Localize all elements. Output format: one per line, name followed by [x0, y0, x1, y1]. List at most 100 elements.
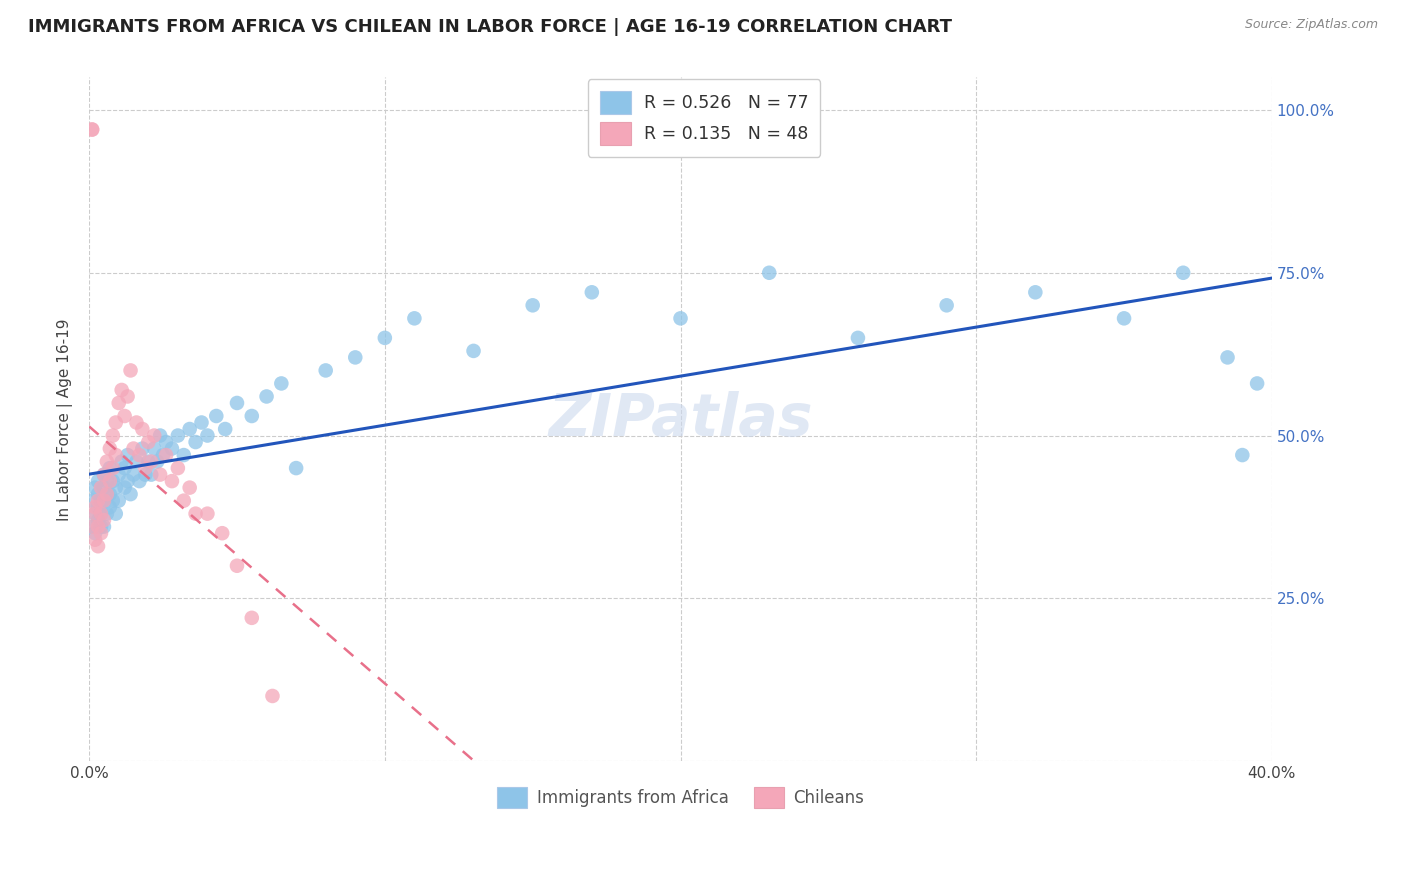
- Point: [344, 351, 367, 365]
- Point: [87, 519, 110, 533]
- Point: [134, 461, 156, 475]
- Point: [96, 507, 118, 521]
- Point: [136, 454, 159, 468]
- Point: [107, 467, 129, 482]
- Point: [93, 481, 115, 495]
- Point: [93, 493, 115, 508]
- Point: [173, 448, 195, 462]
- Point: [205, 409, 228, 423]
- Point: [111, 454, 134, 468]
- Point: [184, 435, 207, 450]
- Point: [82, 493, 104, 508]
- Point: [104, 448, 127, 462]
- Point: [87, 539, 110, 553]
- Point: [270, 376, 292, 391]
- Point: [173, 493, 195, 508]
- Text: IMMIGRANTS FROM AFRICA VS CHILEAN IN LABOR FORCE | AGE 16-19 CORRELATION CHART: IMMIGRANTS FROM AFRICA VS CHILEAN IN LAB…: [28, 18, 952, 36]
- Point: [184, 507, 207, 521]
- Point: [374, 331, 396, 345]
- Point: [179, 422, 201, 436]
- Point: [1246, 376, 1268, 391]
- Point: [117, 389, 139, 403]
- Point: [98, 442, 121, 456]
- Point: [581, 285, 603, 300]
- Point: [226, 558, 249, 573]
- Point: [190, 416, 212, 430]
- Point: [104, 481, 127, 495]
- Point: [84, 500, 107, 515]
- Point: [143, 428, 166, 442]
- Point: [82, 122, 104, 136]
- Point: [117, 448, 139, 462]
- Point: [96, 474, 118, 488]
- Point: [90, 507, 112, 521]
- Point: [226, 396, 249, 410]
- Point: [87, 500, 110, 515]
- Point: [120, 487, 142, 501]
- Point: [160, 474, 183, 488]
- Point: [96, 487, 118, 501]
- Point: [84, 507, 107, 521]
- Point: [1216, 351, 1239, 365]
- Point: [117, 474, 139, 488]
- Point: [82, 122, 104, 136]
- Point: [404, 311, 426, 326]
- Point: [166, 428, 188, 442]
- Point: [120, 363, 142, 377]
- Point: [93, 493, 115, 508]
- Point: [104, 416, 127, 430]
- Point: [90, 493, 112, 508]
- Point: [262, 689, 284, 703]
- Point: [149, 428, 172, 442]
- Point: [90, 519, 112, 533]
- Point: [155, 435, 177, 450]
- Point: [128, 448, 150, 462]
- Point: [114, 461, 136, 475]
- Point: [90, 507, 112, 521]
- Point: [122, 442, 145, 456]
- Point: [107, 493, 129, 508]
- Point: [1232, 448, 1254, 462]
- Point: [758, 266, 780, 280]
- Point: [141, 454, 163, 468]
- Point: [98, 461, 121, 475]
- Point: [285, 461, 308, 475]
- Point: [315, 363, 337, 377]
- Point: [114, 481, 136, 495]
- Point: [669, 311, 692, 326]
- Point: [146, 454, 169, 468]
- Point: [84, 533, 107, 547]
- Point: [214, 422, 236, 436]
- Point: [87, 474, 110, 488]
- Point: [93, 467, 115, 482]
- Legend: Immigrants from Africa, Chileans: Immigrants from Africa, Chileans: [489, 780, 872, 814]
- Point: [84, 526, 107, 541]
- Point: [143, 442, 166, 456]
- Point: [240, 611, 263, 625]
- Point: [141, 467, 163, 482]
- Point: [84, 481, 107, 495]
- Point: [87, 487, 110, 501]
- Point: [87, 513, 110, 527]
- Point: [149, 467, 172, 482]
- Point: [98, 487, 121, 501]
- Point: [84, 507, 107, 521]
- Point: [90, 481, 112, 495]
- Point: [111, 383, 134, 397]
- Point: [160, 442, 183, 456]
- Point: [101, 461, 124, 475]
- Point: [93, 513, 115, 527]
- Point: [96, 487, 118, 501]
- Point: [96, 454, 118, 468]
- Point: [104, 507, 127, 521]
- Point: [166, 461, 188, 475]
- Point: [136, 435, 159, 450]
- Point: [155, 448, 177, 462]
- Point: [107, 396, 129, 410]
- Point: [101, 493, 124, 508]
- Point: [179, 481, 201, 495]
- Point: [197, 428, 219, 442]
- Point: [131, 442, 153, 456]
- Point: [522, 298, 544, 312]
- Point: [211, 526, 233, 541]
